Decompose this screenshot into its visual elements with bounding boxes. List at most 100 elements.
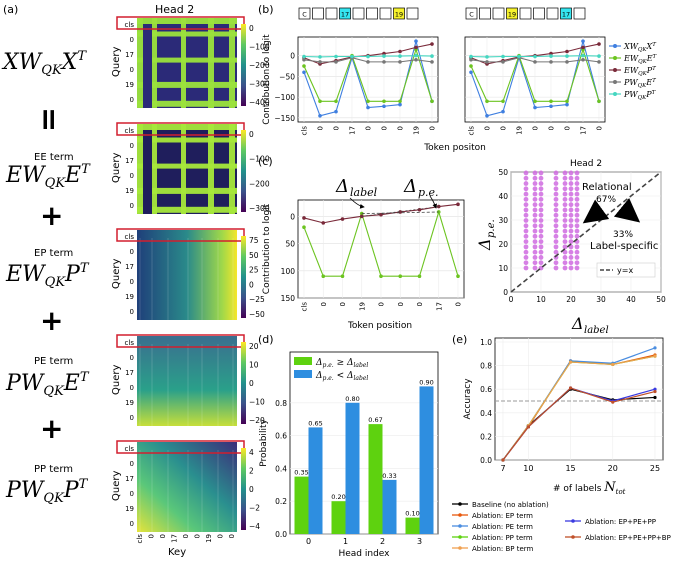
caption-pp: PP term bbox=[34, 464, 73, 475]
x-tick-label: 0 bbox=[306, 537, 311, 546]
point bbox=[653, 389, 657, 394]
label-e: (e) bbox=[452, 333, 467, 346]
seq-token-label: 19 bbox=[508, 11, 516, 19]
x-tick-label: 15 bbox=[565, 464, 575, 473]
colorbar-tick: 0 bbox=[249, 379, 254, 388]
y-tick-label: 0 bbox=[130, 172, 134, 180]
point bbox=[366, 105, 370, 110]
point bbox=[398, 102, 402, 107]
point bbox=[533, 99, 537, 104]
legend-label: Δp.e. ≥ Δlabel bbox=[315, 358, 368, 369]
y-tick-label: 0 bbox=[290, 212, 295, 221]
scatter-point bbox=[553, 233, 559, 239]
seq-token-label: C bbox=[469, 11, 474, 19]
scatter-point bbox=[568, 249, 574, 255]
heatmap-stripe bbox=[151, 450, 153, 532]
colorbar-tick: −10 bbox=[249, 398, 265, 407]
point bbox=[568, 386, 573, 390]
scatter-point bbox=[532, 233, 538, 239]
x-tick-label: 0 bbox=[484, 126, 492, 130]
point bbox=[430, 54, 434, 58]
scatter-point bbox=[562, 233, 568, 239]
colorbar-tick: 0 bbox=[249, 280, 254, 289]
scatter-point bbox=[523, 181, 529, 186]
y-tick-label: cls bbox=[125, 445, 135, 453]
query-label: Query bbox=[111, 365, 122, 395]
colorbar-tick: 10 bbox=[249, 361, 259, 370]
y-axis-label: Contribution to logit bbox=[262, 34, 272, 125]
point bbox=[398, 54, 402, 58]
point bbox=[366, 99, 370, 104]
point bbox=[334, 99, 338, 104]
x-tick-label: 0 bbox=[182, 534, 190, 538]
bar-data-label: 0.20 bbox=[331, 493, 345, 501]
colorbar-tick: 0 bbox=[249, 24, 254, 33]
scatter-point bbox=[553, 181, 559, 186]
x-axis-label: # of labels Ntot bbox=[553, 480, 626, 496]
heatmap-band-v bbox=[137, 124, 143, 214]
y-tick-label: −150 bbox=[274, 114, 295, 123]
x-tick-label: 0 bbox=[548, 126, 556, 130]
point bbox=[382, 104, 386, 109]
point bbox=[382, 51, 386, 56]
seq-token-box bbox=[379, 7, 392, 20]
heatmap-stripe bbox=[187, 238, 189, 320]
scatter-point bbox=[523, 207, 529, 213]
scatter-point bbox=[538, 218, 544, 223]
scatter-point bbox=[523, 186, 529, 192]
point bbox=[379, 274, 383, 279]
colorbar-tick: −200 bbox=[249, 179, 270, 188]
point bbox=[456, 202, 460, 207]
plus-3: + bbox=[40, 412, 63, 445]
point bbox=[549, 60, 553, 64]
seq-token-box bbox=[406, 7, 419, 20]
legend-marker bbox=[571, 519, 575, 523]
heatmap-band-h bbox=[137, 100, 237, 107]
y-tick-label: 0.0 bbox=[275, 530, 287, 539]
y-tick-label: 0 bbox=[130, 520, 134, 528]
point bbox=[501, 99, 505, 104]
bar-green bbox=[294, 476, 309, 534]
y-tick-label: 0.2 bbox=[480, 432, 492, 441]
seq-token-box bbox=[312, 7, 324, 20]
scatter-point bbox=[532, 260, 538, 266]
heatmap-band-v bbox=[181, 124, 186, 214]
heatmap-stripe bbox=[201, 238, 203, 320]
heatmap-band-h bbox=[137, 206, 237, 213]
scatter-point bbox=[568, 181, 574, 186]
panel-e: 7 10 15 20 25 0.0 0.2 0.4 0.6 0.8 1.0 Accuracy # of … bbox=[452, 337, 671, 553]
y-tick-label: 0.6 bbox=[275, 432, 287, 441]
heatmap-stripe bbox=[151, 344, 153, 426]
x-tick-label: 17 bbox=[580, 126, 588, 135]
scatter-point bbox=[574, 212, 580, 218]
x-tick-label: 0 bbox=[596, 126, 604, 130]
scatter-point bbox=[553, 228, 559, 234]
point bbox=[417, 208, 422, 212]
heatmap-3 bbox=[137, 336, 237, 426]
y-tick-label: 0 bbox=[130, 384, 134, 392]
scatter-point bbox=[523, 260, 529, 266]
scatter-point bbox=[562, 265, 568, 271]
point bbox=[653, 354, 657, 358]
x-tick-label: 20 bbox=[566, 295, 576, 304]
x-tick-label: 17 bbox=[171, 534, 179, 543]
x-tick-label: 0 bbox=[455, 302, 463, 306]
point bbox=[318, 60, 322, 64]
scatter-point bbox=[532, 207, 538, 213]
legend-label: Ablation: EP+PE+PP+BP bbox=[585, 534, 671, 542]
scatter-point bbox=[568, 196, 574, 202]
y-tick-label: −100 bbox=[274, 93, 295, 102]
x-tick-label: 10 bbox=[523, 464, 533, 473]
colorbar-tick: −100 bbox=[249, 155, 270, 164]
legend-marker bbox=[613, 44, 617, 48]
x-tick-label: 0 bbox=[397, 126, 405, 130]
point bbox=[318, 55, 322, 59]
seq-token-box bbox=[393, 7, 405, 20]
scatter-point bbox=[532, 228, 538, 234]
point bbox=[565, 99, 569, 104]
x-tick-label: cls bbox=[301, 302, 309, 312]
heatmap-stripe bbox=[151, 238, 153, 320]
legend-marker bbox=[458, 502, 462, 506]
scatter-point bbox=[553, 218, 559, 223]
scatter-point bbox=[574, 249, 580, 255]
